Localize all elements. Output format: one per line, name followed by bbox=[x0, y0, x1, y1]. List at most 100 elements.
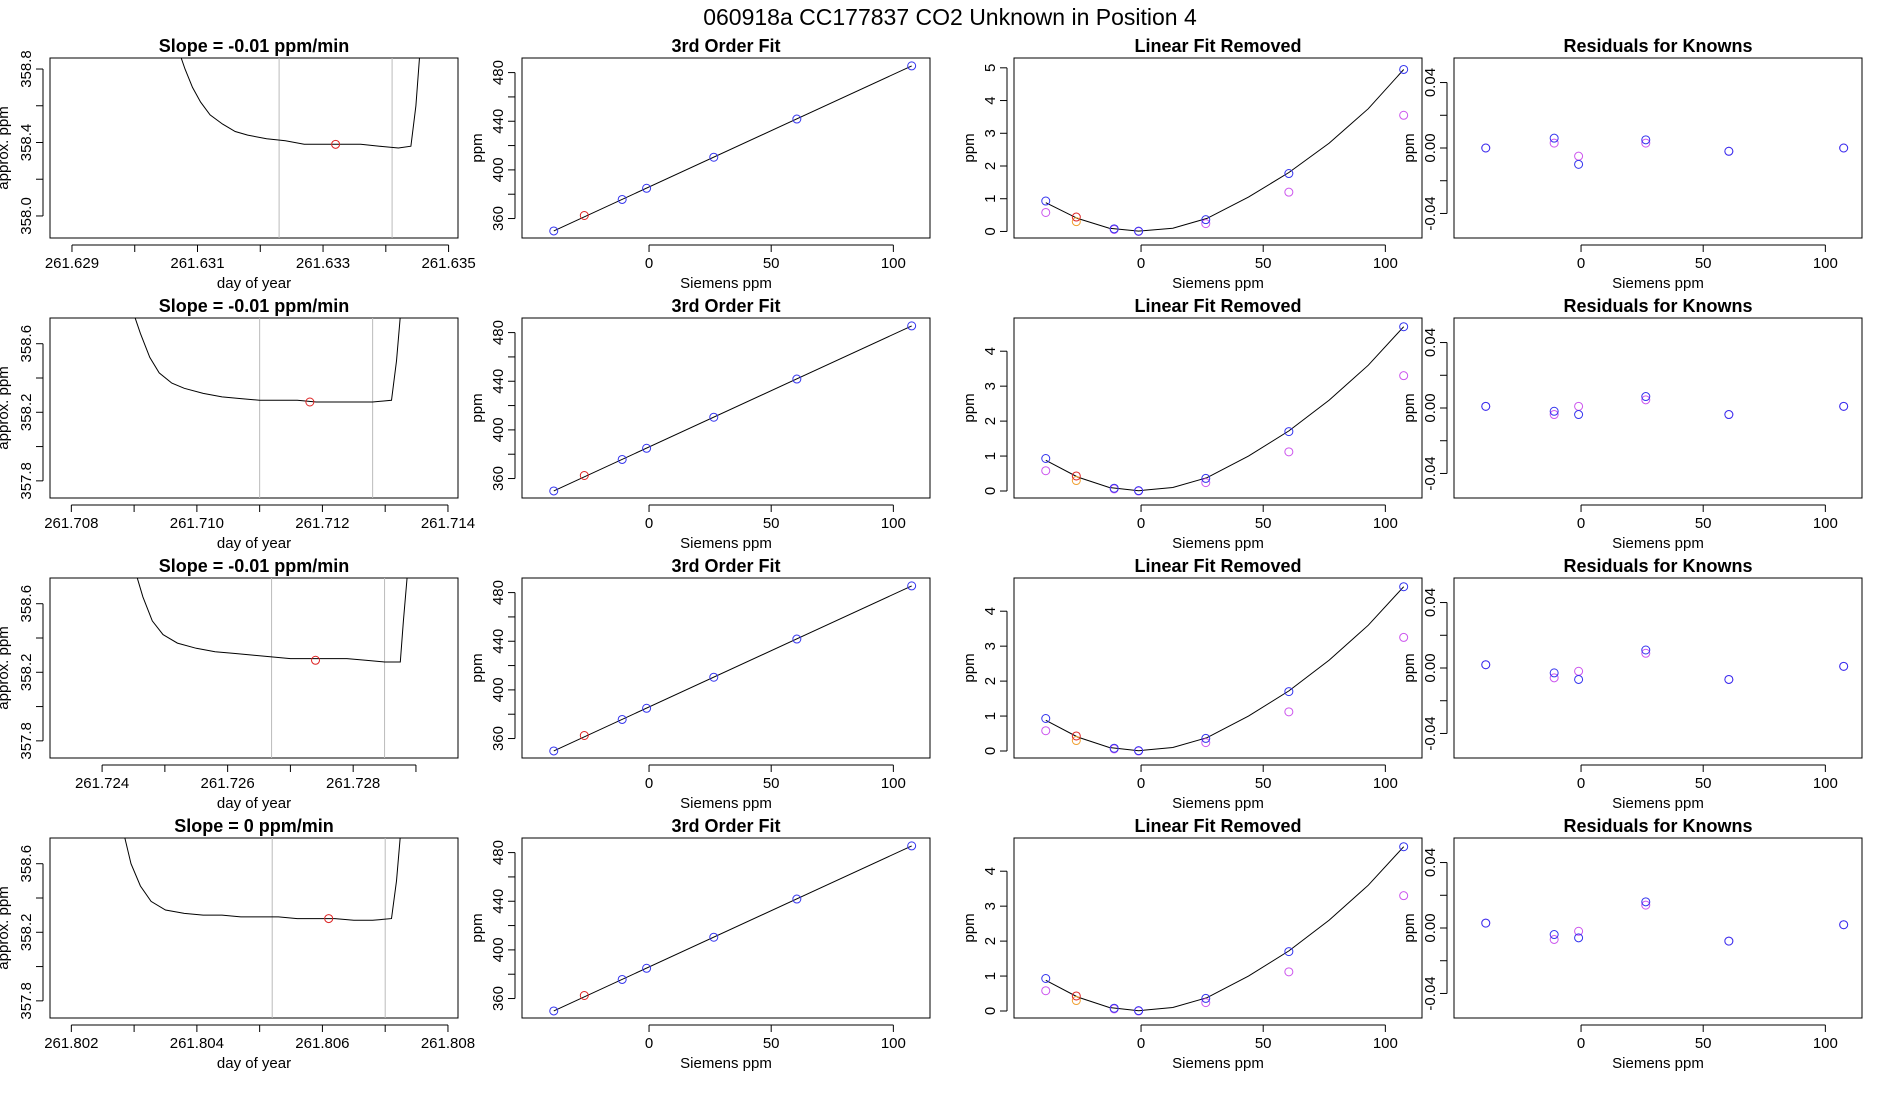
y-axis-label: ppm bbox=[469, 393, 486, 422]
plot-frame bbox=[1013, 837, 1423, 1019]
x-tick-label: 50 bbox=[1255, 775, 1272, 792]
y-axis-label: ppm bbox=[469, 653, 486, 682]
panel-3-1: Slope = -0.01 ppm/min 261.724 261.726 261.7… bbox=[0, 556, 459, 812]
concentration-trace bbox=[124, 838, 401, 921]
standard-point bbox=[1109, 1003, 1119, 1013]
y-tick-label: -0.04 bbox=[1422, 716, 1439, 750]
panel-title: Slope = 0 ppm/min bbox=[174, 816, 334, 836]
x-tick-label: 261.631 bbox=[170, 255, 224, 272]
raw-point bbox=[1574, 926, 1584, 936]
panel-2-2: 3rd Order Fit 0 50 100 Siemens ppm 360 400 440 4… bbox=[469, 296, 931, 552]
y-tick-label: 3 bbox=[982, 642, 999, 650]
y-tick-label: 0.00 bbox=[1422, 653, 1439, 682]
standard-point bbox=[617, 714, 627, 724]
plot-area bbox=[136, 578, 408, 758]
x-tick-label: 0 bbox=[1137, 515, 1145, 532]
x-tick-label: 261.728 bbox=[326, 775, 380, 792]
x-tick-label: 100 bbox=[1813, 1035, 1838, 1052]
plot-area bbox=[1481, 133, 1849, 169]
standard-point bbox=[1724, 936, 1734, 946]
plot-frame bbox=[49, 57, 459, 239]
unknown-point bbox=[1071, 212, 1081, 222]
standard-point bbox=[1549, 930, 1559, 940]
raw-point bbox=[1549, 138, 1559, 148]
y-tick-label: 1 bbox=[982, 972, 999, 980]
standard-point bbox=[1201, 473, 1211, 483]
y-axis-label: ppm bbox=[1401, 653, 1418, 682]
standard-point bbox=[1399, 582, 1409, 592]
standard-point bbox=[709, 672, 719, 682]
fit-curve bbox=[1045, 846, 1405, 1012]
y-tick-label: 360 bbox=[490, 466, 507, 491]
y-tick-label: -0.04 bbox=[1422, 456, 1439, 490]
unknown-point bbox=[579, 991, 589, 1000]
panel-2-3: Linear Fit Removed 0 50 100 Siemens ppm 0 1 2 3 4… bbox=[961, 296, 1423, 552]
y-tick-label: 4 bbox=[982, 607, 999, 615]
y-axis-label: ppm bbox=[1401, 133, 1418, 162]
fit-curve bbox=[1045, 69, 1405, 232]
plot-frame bbox=[49, 837, 459, 1019]
standard-point bbox=[1724, 410, 1734, 420]
x-tick-label: 261.802 bbox=[44, 1035, 98, 1052]
standard-point bbox=[617, 454, 627, 464]
plot-frame bbox=[1013, 577, 1423, 759]
standard-point bbox=[1574, 159, 1584, 169]
raw-point bbox=[1284, 447, 1294, 457]
y-tick-label: 2 bbox=[982, 417, 999, 425]
panel-1-3: Linear Fit Removed 0 50 100 Siemens ppm 0 1 2 3 4… bbox=[961, 36, 1423, 292]
y-tick-label: 4 bbox=[982, 867, 999, 875]
y-tick-label: 1 bbox=[982, 712, 999, 720]
x-axis-label: day of year bbox=[217, 1055, 291, 1072]
standard-point bbox=[1641, 392, 1651, 402]
x-axis-label: day of year bbox=[217, 275, 291, 292]
standard-point bbox=[1201, 993, 1211, 1003]
plot-frame bbox=[521, 317, 931, 499]
y-tick-label: 360 bbox=[490, 206, 507, 231]
panel-title: 3rd Order Fit bbox=[671, 36, 780, 56]
y-tick-label: 358.6 bbox=[18, 585, 35, 623]
y-axis-label: approx. ppm bbox=[0, 106, 12, 189]
y-tick-label: 358.6 bbox=[18, 325, 35, 363]
standard-point bbox=[1839, 143, 1849, 153]
raw-point bbox=[1574, 401, 1584, 411]
x-tick-label: 0 bbox=[645, 515, 653, 532]
standard-point bbox=[907, 61, 917, 71]
y-tick-label: 5 bbox=[982, 64, 999, 72]
y-tick-label: 0.04 bbox=[1422, 588, 1439, 617]
x-axis-label: Siemens ppm bbox=[1172, 275, 1264, 292]
x-tick-label: 50 bbox=[763, 255, 780, 272]
standard-point bbox=[1399, 842, 1409, 852]
unknown-point bbox=[579, 211, 589, 220]
panel-title: Residuals for Knowns bbox=[1563, 36, 1752, 56]
plot-frame bbox=[521, 57, 931, 239]
standard-point bbox=[1134, 746, 1144, 756]
x-tick-label: 0 bbox=[1137, 255, 1145, 272]
x-tick-label: 0 bbox=[1577, 1035, 1585, 1052]
x-tick-label: 261.804 bbox=[170, 1035, 224, 1052]
x-tick-label: 50 bbox=[1695, 515, 1712, 532]
standard-point bbox=[549, 746, 559, 756]
x-tick-label: 100 bbox=[1373, 515, 1398, 532]
y-axis-label: ppm bbox=[961, 913, 978, 942]
unknown-raw-point bbox=[1071, 476, 1081, 486]
raw-point bbox=[1574, 151, 1584, 161]
unknown-raw-point bbox=[1071, 217, 1081, 227]
x-tick-label: 50 bbox=[1695, 255, 1712, 272]
raw-point bbox=[1641, 648, 1651, 658]
y-tick-label: 440 bbox=[490, 889, 507, 914]
x-axis-label: Siemens ppm bbox=[1172, 1055, 1264, 1072]
y-tick-label: 358.8 bbox=[18, 50, 35, 88]
plot-area bbox=[1041, 842, 1409, 1016]
standard-point bbox=[1574, 933, 1584, 943]
x-tick-label: 50 bbox=[763, 515, 780, 532]
x-tick-label: 100 bbox=[1813, 515, 1838, 532]
y-tick-label: 2 bbox=[982, 677, 999, 685]
x-axis-label: day of year bbox=[217, 535, 291, 552]
x-tick-label: 50 bbox=[1695, 775, 1712, 792]
raw-point bbox=[1041, 986, 1051, 996]
raw-point bbox=[1201, 998, 1211, 1008]
y-tick-label: 2 bbox=[982, 937, 999, 945]
x-tick-label: 261.635 bbox=[421, 255, 475, 272]
x-tick-label: 50 bbox=[763, 1035, 780, 1052]
standard-point bbox=[1284, 947, 1294, 957]
